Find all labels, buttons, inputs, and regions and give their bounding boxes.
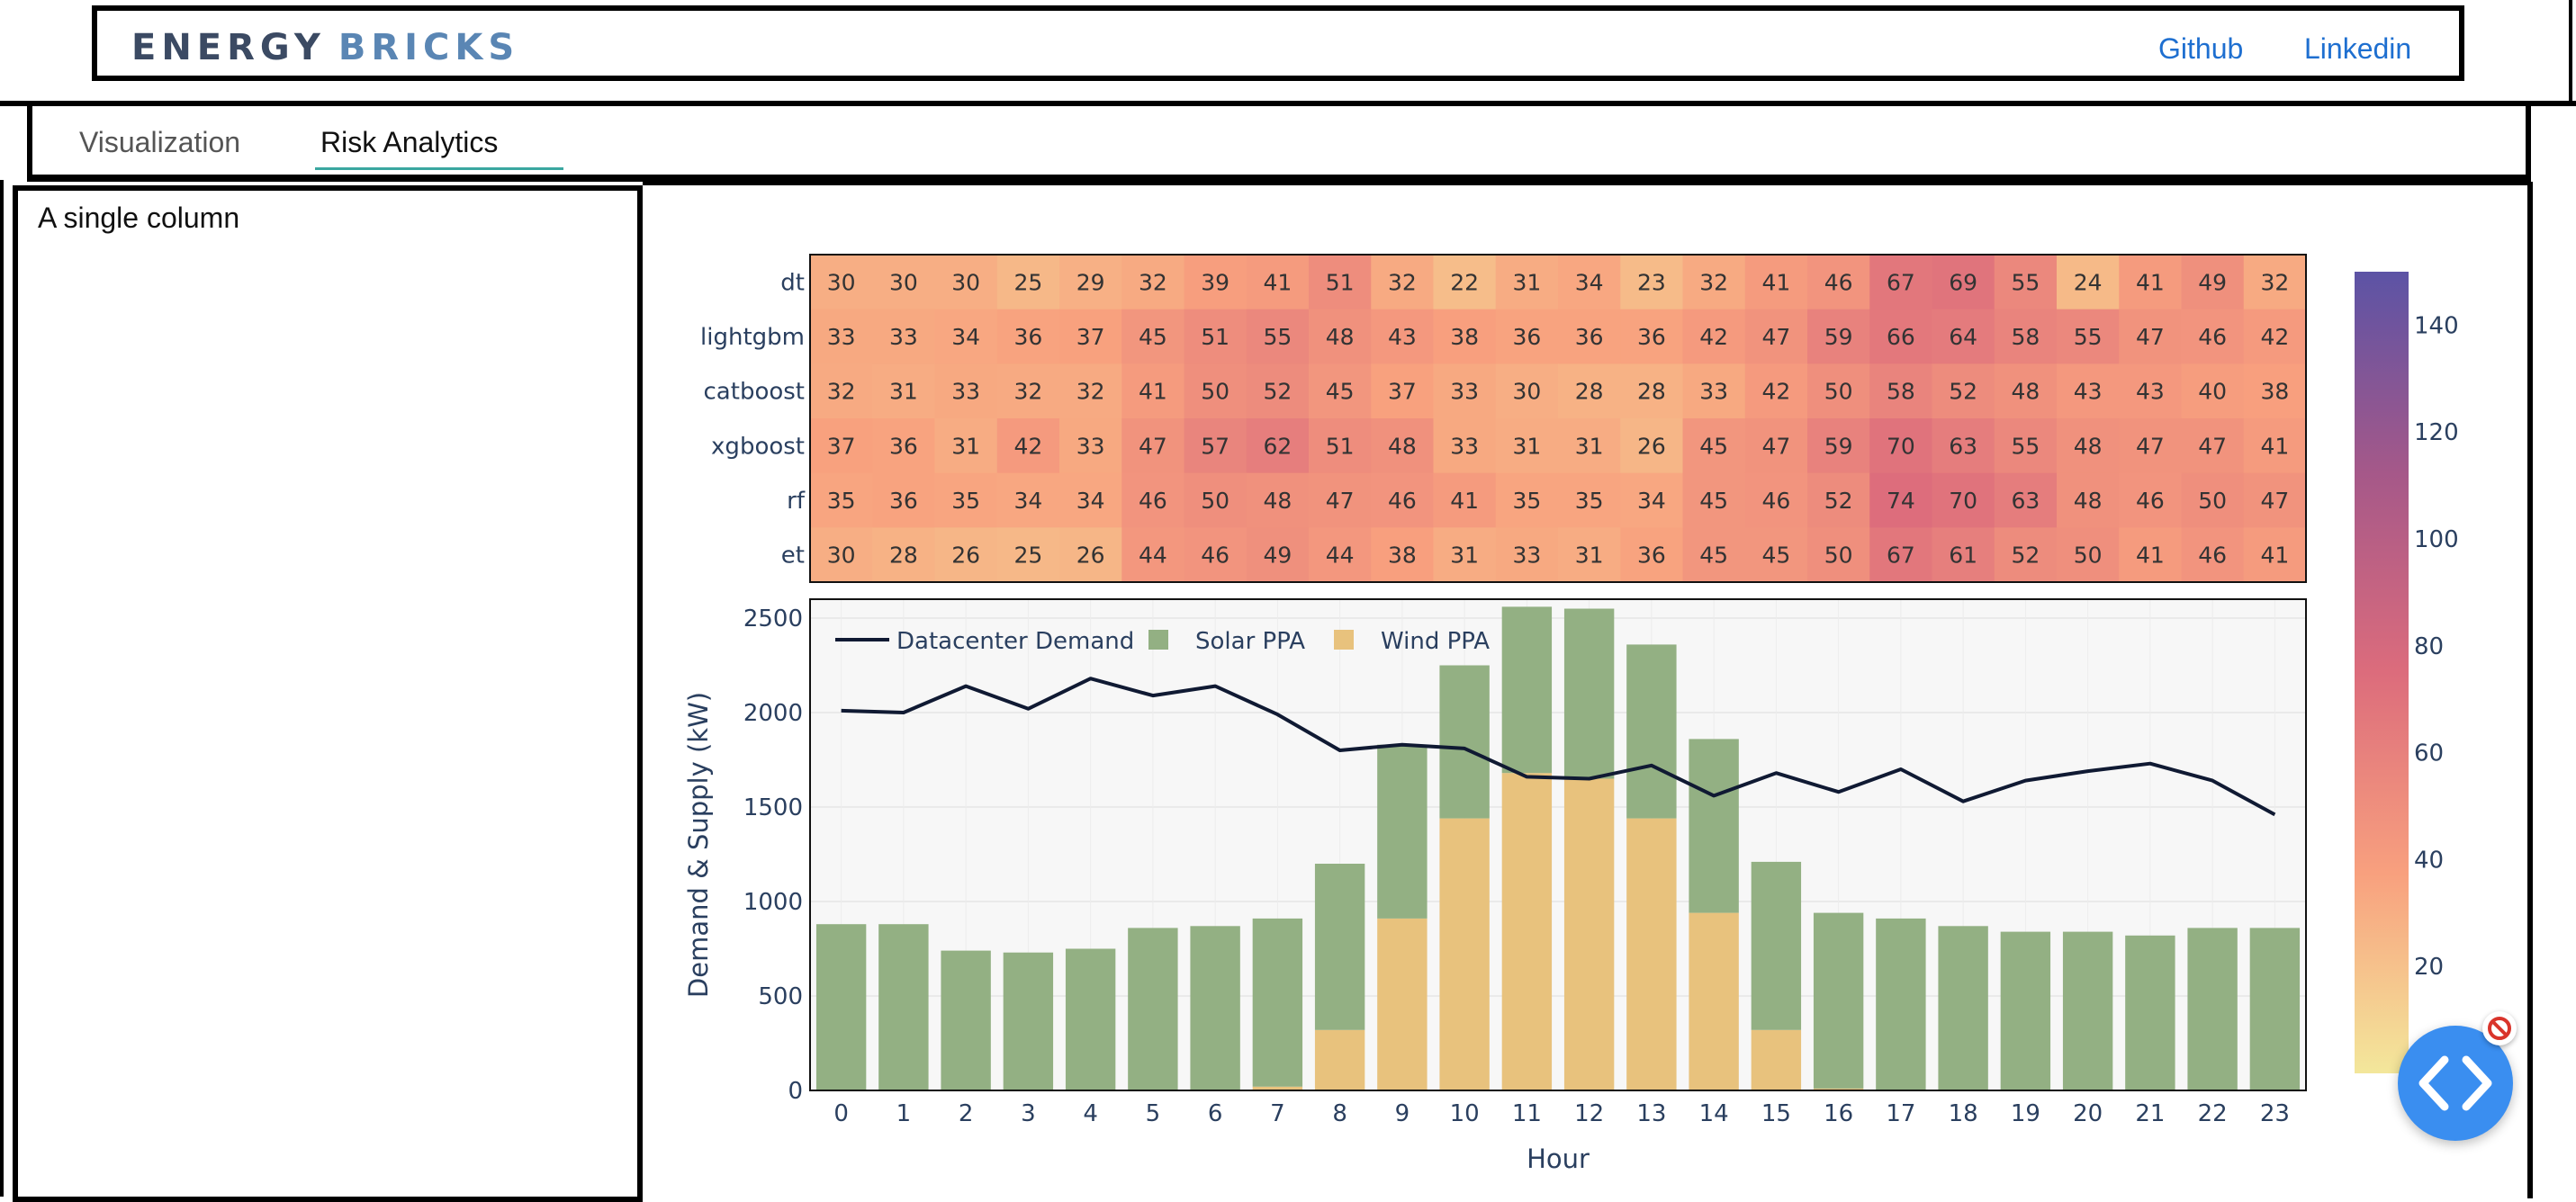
- no-entry-icon: [2488, 1017, 2511, 1040]
- brand-word-energy: ENERGY: [131, 27, 326, 68]
- left-column: A single column: [13, 185, 643, 1202]
- disable-badge[interactable]: [2482, 1011, 2517, 1045]
- github-link[interactable]: Github: [2158, 32, 2244, 65]
- tab-bar: Visualization Risk Analytics: [27, 106, 2531, 182]
- code-toggle-button[interactable]: [2398, 1026, 2513, 1141]
- brand-word-bricks: BRICKS: [338, 27, 520, 68]
- code-icon: [2418, 1055, 2492, 1111]
- tab-risk-analytics[interactable]: Risk Analytics: [320, 126, 499, 158]
- frame-line: [2569, 0, 2572, 104]
- top-header: ENERGY BRICKS Github Linkedin: [92, 5, 2464, 81]
- active-tab-indicator: [315, 167, 563, 170]
- frame-line-left: [0, 180, 4, 1197]
- header-divider: [0, 101, 2576, 106]
- brand-logo[interactable]: ENERGY BRICKS: [131, 27, 519, 68]
- left-column-text: A single column: [38, 202, 240, 234]
- linkedin-link[interactable]: Linkedin: [2304, 32, 2412, 65]
- chart-panel: [643, 182, 2533, 1198]
- tab-visualization[interactable]: Visualization: [79, 126, 241, 158]
